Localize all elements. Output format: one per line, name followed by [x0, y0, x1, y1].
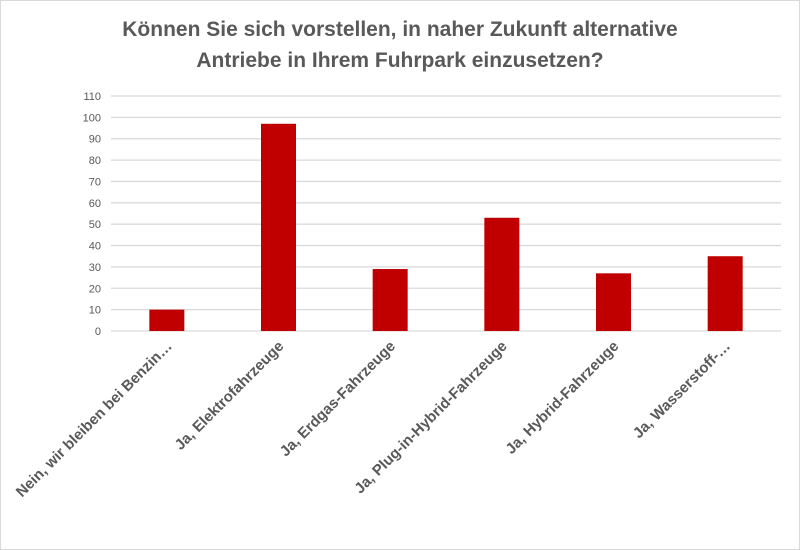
y-tick-label: 100	[83, 112, 101, 124]
bar	[484, 217, 520, 331]
bar	[261, 123, 296, 331]
y-tick-label: 50	[89, 219, 101, 231]
x-tick-label: Ja, Elektrofahrzeuge	[172, 338, 288, 454]
y-tick-label: 60	[89, 198, 101, 210]
y-tick-label: 10	[89, 305, 101, 317]
y-tick-label: 0	[95, 326, 101, 338]
y-tick-label: 90	[89, 134, 101, 146]
y-tick-label: 40	[89, 241, 101, 253]
y-tick-label: 80	[89, 155, 101, 167]
chart-title-line-1: Können Sie sich vorstellen, in naher Zuk…	[122, 18, 678, 41]
y-tick-label: 20	[89, 283, 101, 295]
y-tick-label: 30	[89, 262, 101, 274]
bar	[596, 273, 631, 331]
bar	[707, 256, 743, 331]
y-tick-label: 110	[83, 91, 101, 103]
x-tick-label: Ja, Hybrid-Fahrzeuge	[502, 338, 622, 458]
x-tick-label: Ja, Wasserstoff-…	[630, 338, 734, 442]
bar	[372, 269, 408, 331]
bar	[149, 309, 185, 331]
x-tick-label: Ja, Erdgas-Fahrzeuge	[277, 338, 399, 460]
chart-title-line-2: Antriebe in Ihrem Fuhrpark einzusetzen?	[196, 49, 604, 72]
x-tick-label: Nein, wir bleiben bei Benzin…	[13, 338, 176, 501]
y-tick-label: 70	[89, 176, 101, 188]
